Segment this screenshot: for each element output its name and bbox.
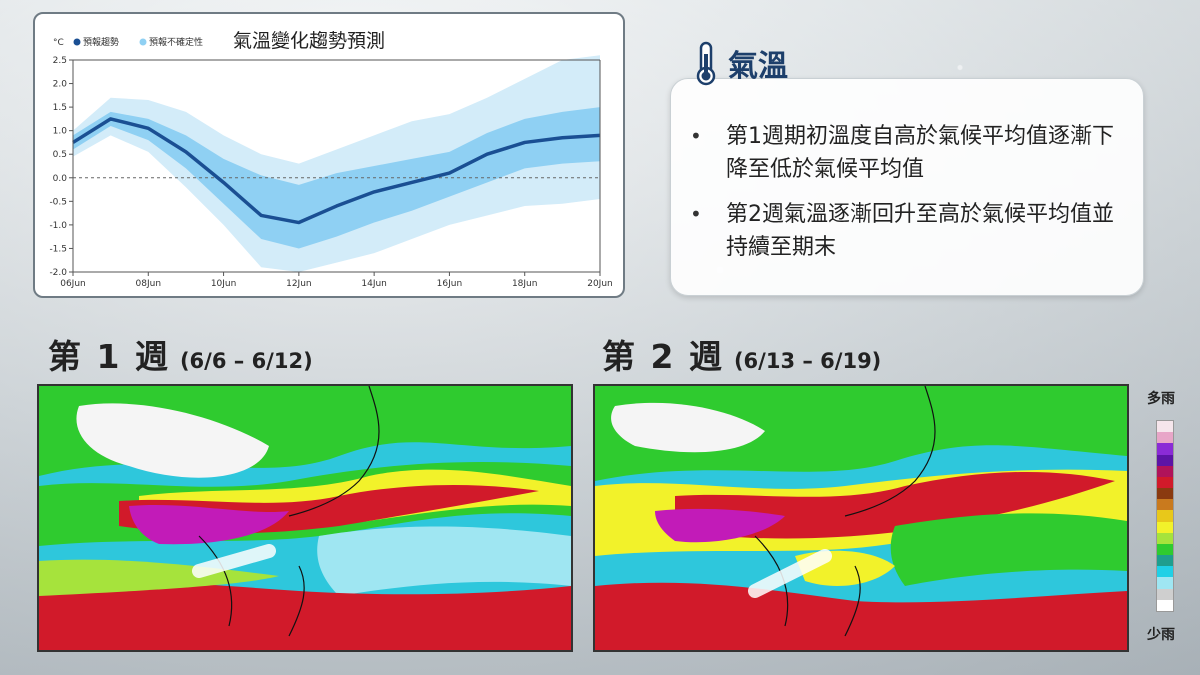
week-1-precip-map [37,384,573,652]
x-tick-label: 20Jun [587,279,613,289]
y-tick-label: 0.5 [53,150,67,160]
legend-more-rain: 多雨 [1147,391,1175,407]
y-tick-label: 0.0 [53,174,68,184]
y-tick-label: -0.5 [49,197,67,207]
week-1-range: (6/6 – 6/12) [179,349,313,373]
week-1-title: 第 1 週 (6/6 – 6/12) [48,330,313,378]
temperature-bullets: • 第1週期初溫度自高於氣候平均值逐漸下降至低於氣候平均值 • 第2週氣溫逐漸回升至… [690,120,1130,276]
y-tick-label: 1.0 [53,127,68,137]
y-tick-label: 2.5 [53,56,67,66]
week-2-label: 第 2 週 [602,337,724,376]
legend-color-swatch [1157,465,1173,477]
uncertainty-band-inner [73,107,600,249]
chart-unit: °C [53,38,64,48]
legend-color-swatch [1157,555,1173,567]
bullet-item: • 第2週氣溫逐漸回升至高於氣候平均值並持續至期末 [690,198,1130,264]
x-tick-label: 16Jun [437,279,463,289]
legend-color-swatch [1157,588,1173,600]
temperature-chart-card: °C 預報趨勢 預報不確定性 氣溫變化趨勢預測 2.5 2.0 1.5 1.0 0.5 0… [33,12,625,298]
x-tick-label: 14Jun [361,279,387,289]
legend-trend-swatch [73,38,81,46]
week-2-title: 第 2 週 (6/13 – 6/19) [602,330,881,378]
y-tick-label: -1.0 [49,221,67,231]
legend-color-swatch [1157,432,1173,444]
y-tick-label: -2.0 [49,268,67,278]
legend-less-rain: 少雨 [1147,627,1175,643]
legend-color-swatch [1157,566,1173,578]
legend-color-swatch [1157,543,1173,556]
x-tick-label: 12Jun [286,279,312,289]
legend-color-swatch [1157,532,1173,544]
x-tick-label: 08Jun [136,279,162,289]
bullet-dot: • [690,202,702,226]
trend-line [72,117,601,225]
legend-uncertainty-swatch [139,38,147,46]
legend-trend-label: 預報趨勢 [83,36,119,48]
y-tick-label: -1.5 [49,244,67,254]
week-2-precip-map [593,384,1129,652]
legend-color-swatch [1157,454,1173,466]
week-2-range: (6/13 – 6/19) [733,349,882,373]
temperature-title: 氣溫 [728,49,788,84]
precip-color-bar [1156,420,1174,612]
temperature-info-card [670,78,1144,296]
legend-color-swatch [1157,499,1173,511]
week-1-label: 第 1 週 [48,337,170,376]
thermometer-icon [696,41,716,86]
legend-color-swatch [1157,488,1173,500]
legend-color-swatch [1157,476,1173,489]
legend-color-swatch [1157,521,1173,533]
y-tick-label: 2.0 [53,80,68,90]
legend-uncertainty-label: 預報不確定性 [149,36,203,48]
legend-color-swatch [1157,599,1173,611]
y-tick-label: 1.5 [53,103,67,113]
bullet-item: • 第1週期初溫度自高於氣候平均值逐漸下降至低於氣候平均值 [690,120,1130,186]
x-tick-label: 10Jun [211,279,237,289]
bullet-dot: • [690,124,702,148]
x-tick-label: 18Jun [512,279,538,289]
legend-color-swatch [1157,510,1173,522]
legend-color-swatch [1157,577,1173,589]
chart-title: 氣溫變化趨勢預測 [233,30,385,52]
bullet-text: 第2週氣溫逐漸回升至高於氣候平均值並持續至期末 [726,202,1114,260]
temperature-heading: 氣溫 [692,40,788,86]
legend-color-swatch [1157,443,1173,455]
temperature-chart: °C 預報趨勢 預報不確定性 氣溫變化趨勢預測 2.5 2.0 1.5 1.0 0.5 0… [49,30,613,289]
legend-color-swatch [1157,421,1173,433]
chart-legend: °C 預報趨勢 預報不確定性 氣溫變化趨勢預測 [53,30,385,52]
x-tick-label: 06Jun [60,279,86,289]
bullet-text: 第1週期初溫度自高於氣候平均值逐漸下降至低於氣候平均值 [726,124,1114,182]
week-1-map-graphic [39,386,571,650]
uncertainty-band-outer [73,55,600,273]
week-2-map-graphic [595,386,1127,650]
